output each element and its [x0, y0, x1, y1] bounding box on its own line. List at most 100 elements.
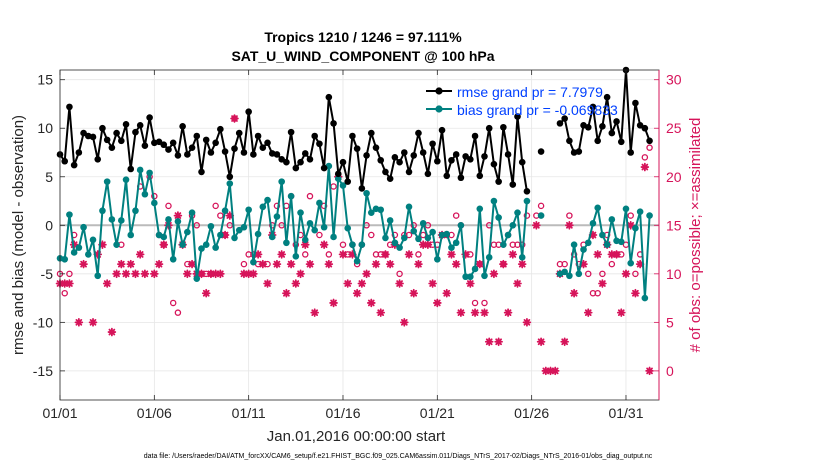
bias-point — [490, 197, 498, 205]
bias-point — [264, 196, 271, 204]
rmse-point — [467, 155, 474, 163]
x-tick-label: 01/06 — [137, 405, 172, 421]
obs-assimilated-marker — [442, 288, 452, 298]
obs-possible-marker — [632, 270, 639, 278]
rmse-point — [184, 151, 191, 158]
obs-possible-marker — [627, 212, 634, 219]
rmse-point — [438, 126, 446, 134]
obs-assimilated-marker — [470, 308, 480, 317]
bias-point — [198, 245, 205, 252]
obs-assimilated-marker — [385, 259, 395, 269]
bias-point — [334, 175, 342, 183]
bias-point — [311, 226, 318, 234]
obs-assimilated-marker — [98, 240, 107, 250]
obs-assimilated-marker — [517, 259, 527, 269]
rmse-point — [254, 132, 262, 140]
bias-point — [75, 244, 83, 251]
bias-point — [245, 206, 252, 214]
obs-assimilated-marker — [216, 269, 225, 279]
bias-point — [646, 212, 653, 219]
obs-possible-marker — [471, 299, 479, 307]
rmse-point — [122, 121, 130, 128]
bias-point — [434, 255, 441, 263]
obs-assimilated-marker — [494, 337, 503, 347]
rmse-point — [363, 152, 370, 159]
bias-series-line — [59, 165, 528, 280]
bias-point — [127, 231, 135, 239]
obs-assimilated-marker — [579, 259, 588, 269]
legend-rmse-marker — [435, 87, 443, 95]
obs-assimilated-marker — [376, 308, 386, 317]
obs-assimilated-marker — [414, 259, 423, 269]
obs-possible-marker — [169, 299, 177, 307]
rmse-point — [99, 124, 106, 132]
rmse-point — [297, 158, 304, 166]
obs-assimilated-marker — [324, 259, 334, 269]
rmse-point — [495, 178, 502, 185]
bias-point — [537, 212, 545, 219]
rmse-point — [146, 114, 153, 121]
y-left-tick-label: 5 — [45, 169, 53, 185]
bias-point — [349, 241, 356, 249]
obs-assimilated-marker — [343, 279, 353, 288]
obs-possible-marker — [594, 289, 601, 297]
rmse-point — [641, 124, 649, 132]
bias-point — [443, 230, 451, 238]
bias-point — [151, 199, 158, 207]
obs-possible-marker — [641, 154, 649, 161]
y-right-tick-label: 5 — [666, 314, 674, 330]
bias-point — [386, 217, 394, 224]
bias-point — [306, 220, 314, 227]
bias-point — [636, 208, 644, 216]
obs-assimilated-marker — [447, 250, 456, 259]
rmse-point — [301, 150, 309, 157]
bias-point — [462, 273, 469, 281]
obs-assimilated-marker — [131, 269, 140, 279]
y-left-tick-label: 15 — [37, 72, 53, 88]
bias-point — [179, 241, 186, 249]
rmse-point — [599, 122, 606, 130]
bias-point — [89, 236, 97, 244]
bias-point — [523, 197, 531, 205]
rmse-point — [429, 140, 436, 148]
obs-assimilated-marker — [433, 298, 442, 308]
y-left-tick-label: -10 — [33, 314, 53, 330]
rmse-point — [273, 151, 281, 158]
bias-point — [226, 180, 234, 187]
rmse-point — [316, 140, 323, 148]
y-left-tick-label: 0 — [45, 217, 53, 233]
bias-point — [160, 233, 168, 241]
rmse-point — [575, 148, 583, 155]
footnote: data file: /Users/raeder/DAI/ATM_forcXX/… — [144, 453, 653, 460]
rmse-point — [80, 129, 87, 137]
rmse-point — [245, 108, 252, 116]
bias-point — [500, 241, 507, 249]
rmse-point — [226, 173, 234, 181]
obs-assimilated-marker — [272, 259, 282, 269]
obs-assimilated-marker — [395, 279, 404, 288]
bias-point — [363, 189, 370, 197]
obs-possible-marker — [415, 251, 422, 258]
obs-assimilated-marker — [107, 327, 117, 337]
bias-point — [627, 259, 635, 267]
obs-assimilated-marker — [135, 250, 145, 259]
obs-assimilated-marker — [230, 114, 239, 123]
obs-assimilated-marker — [588, 230, 598, 240]
obs-assimilated-marker — [121, 269, 131, 279]
bias-point — [344, 224, 352, 232]
obs-possible-marker — [217, 212, 224, 219]
obs-assimilated-marker — [88, 318, 98, 327]
y-right-tick-label: 10 — [666, 266, 682, 282]
rmse-point — [405, 168, 413, 176]
rmse-point — [221, 148, 229, 155]
obs-assimilated-marker — [239, 269, 249, 279]
obs-possible-marker — [566, 212, 573, 219]
rmse-point — [372, 144, 380, 151]
bias-point — [146, 169, 153, 177]
rmse-point — [179, 122, 186, 130]
bias-point — [202, 241, 210, 249]
obs-assimilated-marker — [338, 250, 348, 259]
y-axis-left-label: rmse and bias (model - observation) — [10, 115, 27, 355]
bias-point — [254, 230, 262, 238]
